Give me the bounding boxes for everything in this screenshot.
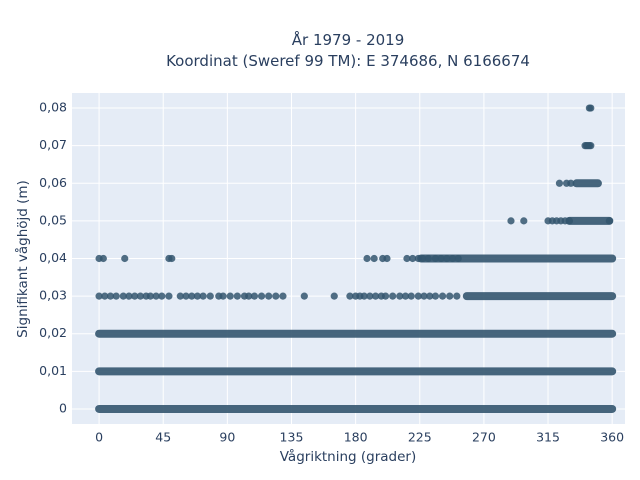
- data-point: [152, 292, 160, 300]
- data-point: [360, 292, 368, 300]
- data-point: [168, 254, 176, 263]
- data-point: [182, 292, 190, 300]
- y-axis-ticks: 0 0,01 0,02 0,03 0,04 0,05 0,06 0,07 0,08: [39, 100, 67, 416]
- x-tick-label: 180: [344, 430, 368, 445]
- data-point: [265, 292, 273, 300]
- data-point: [605, 217, 613, 225]
- data-point: [131, 292, 139, 300]
- y-tick-label: 0,03: [39, 288, 67, 303]
- x-tick-label: 270: [472, 430, 496, 445]
- y-tick-label: 0,07: [39, 137, 67, 152]
- data-point: [431, 292, 440, 300]
- data-point: [371, 292, 380, 300]
- x-axis-ticks: 0 45 90 135 180 225 270 315 360: [95, 430, 624, 445]
- y-tick-label: 0,06: [39, 175, 67, 190]
- data-point: [193, 292, 202, 300]
- chart-title-line1: År 1979 - 2019: [292, 30, 405, 49]
- data-point: [419, 254, 427, 263]
- data-point: [245, 292, 253, 300]
- data-point: [448, 254, 457, 263]
- data-point: [165, 292, 173, 300]
- y-tick-label: 0,01: [39, 363, 67, 378]
- data-point: [507, 217, 515, 225]
- data-point: [95, 292, 103, 300]
- data-point: [407, 292, 415, 300]
- y-tick-label: 0,08: [39, 100, 67, 115]
- data-point: [106, 292, 115, 300]
- data-point: [233, 292, 241, 300]
- data-point: [403, 254, 411, 263]
- data-point: [226, 292, 234, 300]
- data-point: [279, 292, 287, 300]
- data-point: [101, 292, 109, 300]
- data-point: [146, 292, 154, 300]
- data-points: [95, 104, 617, 413]
- data-point: [555, 179, 564, 187]
- y-tick-label: 0,02: [39, 325, 67, 340]
- data-point: [99, 254, 107, 263]
- data-point: [136, 292, 145, 300]
- x-tick-label: 315: [536, 430, 560, 445]
- data-point: [125, 292, 133, 300]
- data-point: [565, 217, 574, 225]
- y-axis-title: Signifikant våghöjd (m): [14, 180, 31, 338]
- data-point: [176, 292, 184, 300]
- data-point: [587, 142, 595, 150]
- data-point: [272, 292, 280, 300]
- x-tick-label: 360: [600, 430, 624, 445]
- data-point: [453, 292, 461, 300]
- x-tick-label: 0: [95, 430, 103, 445]
- chart-title: År 1979 - 2019 Koordinat (Sweref 99 TM):…: [166, 30, 530, 70]
- data-point: [520, 217, 528, 225]
- data-point: [363, 254, 371, 263]
- data-point: [454, 254, 462, 263]
- data-point: [409, 254, 417, 263]
- y-tick-label: 0,05: [39, 212, 67, 227]
- data-point: [389, 292, 397, 300]
- x-tick-label: 225: [408, 430, 432, 445]
- data-point: [219, 292, 227, 300]
- chart-title-line2: Koordinat (Sweref 99 TM): E 374686, N 61…: [166, 52, 530, 70]
- y-tick-label: 0: [59, 400, 67, 415]
- x-tick-label: 45: [155, 430, 171, 445]
- data-point: [366, 292, 374, 300]
- data-point: [112, 292, 120, 300]
- data-point: [424, 254, 432, 263]
- data-point: [443, 254, 451, 263]
- data-point: [420, 292, 428, 300]
- data-point: [587, 104, 595, 112]
- data-point: [370, 254, 378, 263]
- data-point: [199, 292, 207, 300]
- data-point: [158, 292, 166, 300]
- data-point: [401, 292, 410, 300]
- data-point: [188, 292, 196, 300]
- y-tick-label: 0,04: [39, 250, 67, 265]
- data-point: [346, 292, 354, 300]
- x-tick-label: 135: [280, 430, 304, 445]
- data-point: [446, 292, 454, 300]
- data-point: [426, 292, 434, 300]
- data-point: [414, 292, 422, 300]
- data-point: [250, 292, 259, 300]
- data-point: [381, 292, 390, 300]
- data-point: [438, 292, 447, 300]
- data-point: [383, 254, 391, 263]
- data-point: [567, 179, 575, 187]
- x-tick-label: 90: [219, 430, 235, 445]
- x-axis-title: Vågriktning (grader): [280, 448, 417, 465]
- data-point: [257, 292, 266, 300]
- data-point: [206, 292, 214, 300]
- data-point: [119, 292, 127, 300]
- data-point: [330, 292, 338, 300]
- data-point: [396, 292, 404, 300]
- data-point: [431, 254, 440, 263]
- data-point: [121, 254, 129, 263]
- data-point: [300, 292, 308, 300]
- data-point: [437, 254, 445, 263]
